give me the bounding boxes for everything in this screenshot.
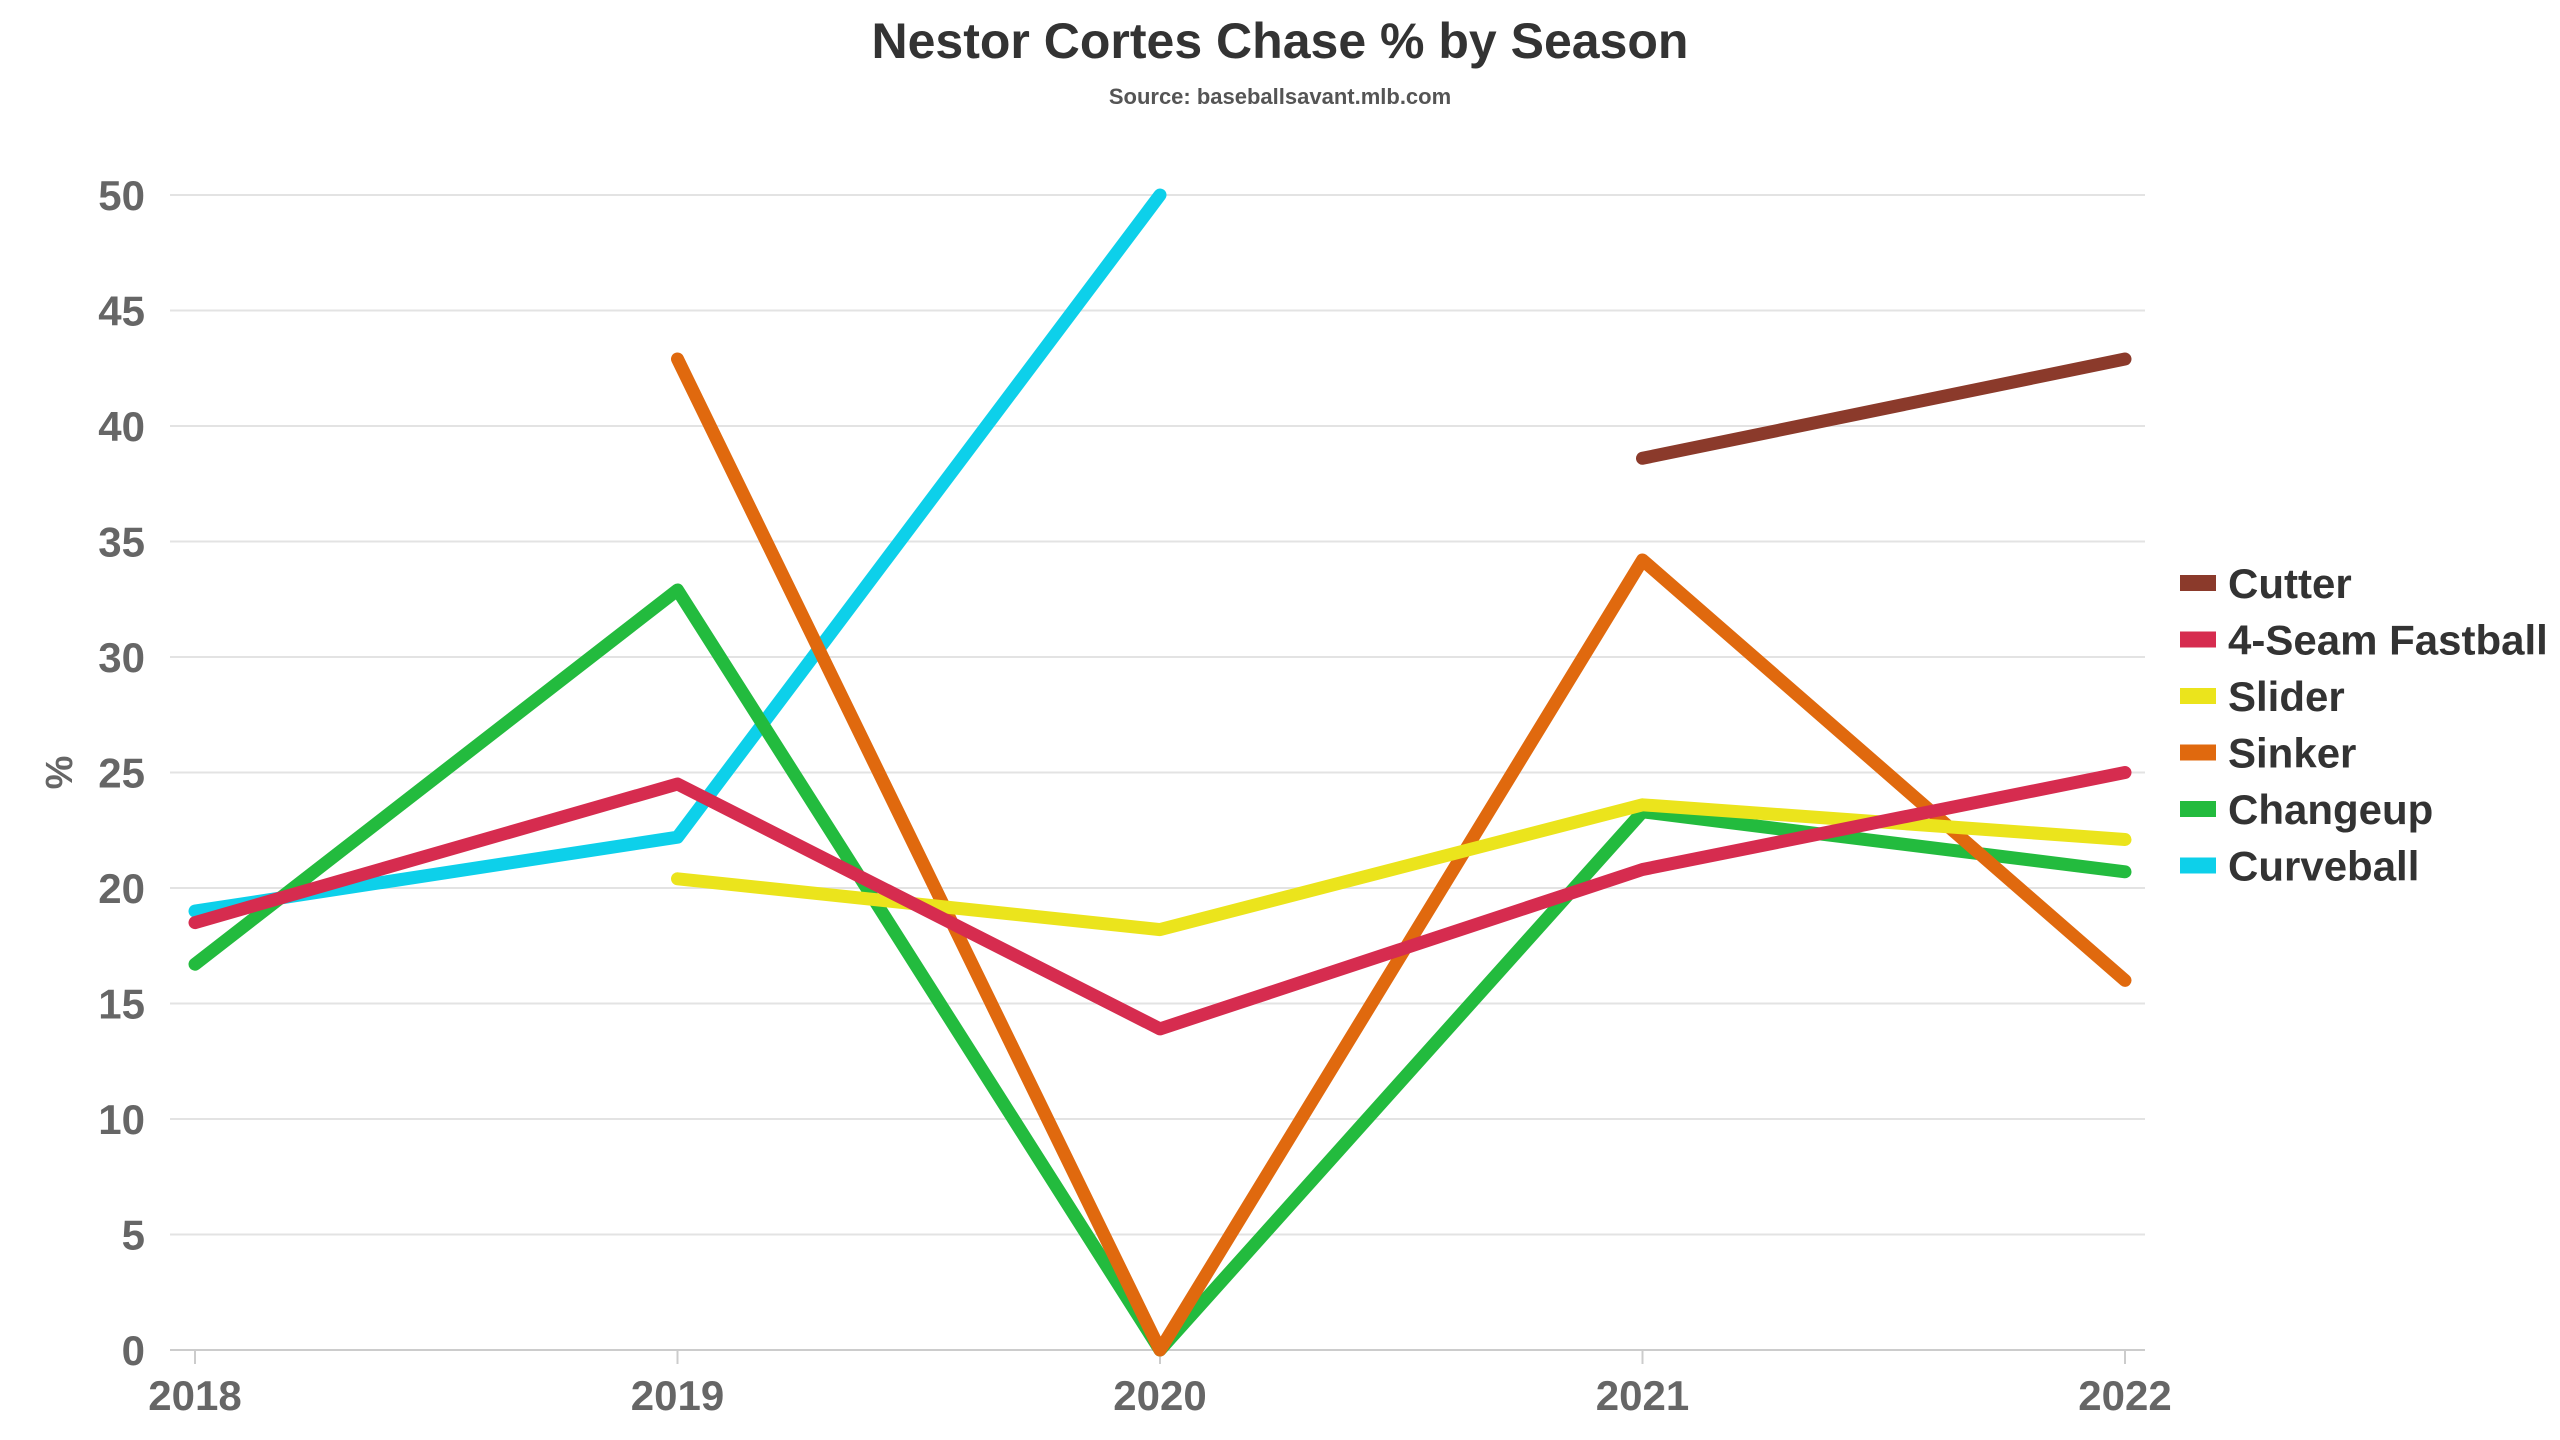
y-tick-label: 30	[98, 634, 145, 681]
legend-swatch-4-seam-fastball	[2180, 631, 2216, 648]
legend-swatch-cutter	[2180, 575, 2216, 591]
series-line-sinker	[671, 352, 2132, 1357]
x-tick-label: 2018	[148, 1372, 241, 1419]
y-tick-label: 15	[98, 981, 145, 1028]
x-tick-label: 2019	[631, 1372, 724, 1419]
y-tick-label: 50	[98, 172, 145, 219]
legend: Cutter 4-Seam Fastball Slider Sinker Changeu…	[2180, 560, 2548, 890]
y-tick-label: 20	[98, 865, 145, 912]
legend-label-cutter: Cutter	[2228, 560, 2352, 607]
series-line-4-seam-fastball	[188, 766, 2132, 1036]
legend-label-curveball: Curveball	[2228, 843, 2419, 890]
y-tick-label: 0	[122, 1327, 145, 1374]
legend-swatch-changeup	[2180, 801, 2216, 817]
y-tick-label: 45	[98, 288, 145, 335]
series-lines	[188, 188, 2132, 1357]
gridlines	[170, 194, 2145, 1236]
chart-title: Nestor Cortes Chase % by Season	[871, 13, 1689, 69]
series-line-curveball	[188, 188, 1167, 918]
legend-label-changeup: Changeup	[2228, 786, 2433, 833]
x-tick-label: 2020	[1113, 1372, 1206, 1419]
y-tick-label: 40	[98, 403, 145, 450]
y-tick-label: 10	[98, 1096, 145, 1143]
y-axis-label: %	[39, 756, 81, 790]
series-line-changeup	[188, 583, 2132, 1357]
legend-label-slider: Slider	[2228, 673, 2345, 720]
series-line-cutter	[1636, 352, 2132, 465]
legend-label-sinker: Sinker	[2228, 730, 2356, 777]
y-tick-label: 5	[122, 1212, 145, 1259]
legend-label-4-seam-fastball: 4-Seam Fastball	[2228, 617, 2548, 664]
y-tick-label: 25	[98, 750, 145, 797]
x-tick-label: 2021	[1596, 1372, 1689, 1419]
legend-swatch-slider	[2180, 688, 2216, 704]
legend-swatch-curveball	[2180, 857, 2216, 874]
x-tick-label: 2022	[2078, 1372, 2171, 1419]
legend-swatch-sinker	[2180, 744, 2216, 761]
y-tick-label: 35	[98, 519, 145, 566]
series-line-slider	[671, 798, 2132, 937]
chart-subtitle: Source: baseballsavant.mlb.com	[1108, 84, 1452, 109]
